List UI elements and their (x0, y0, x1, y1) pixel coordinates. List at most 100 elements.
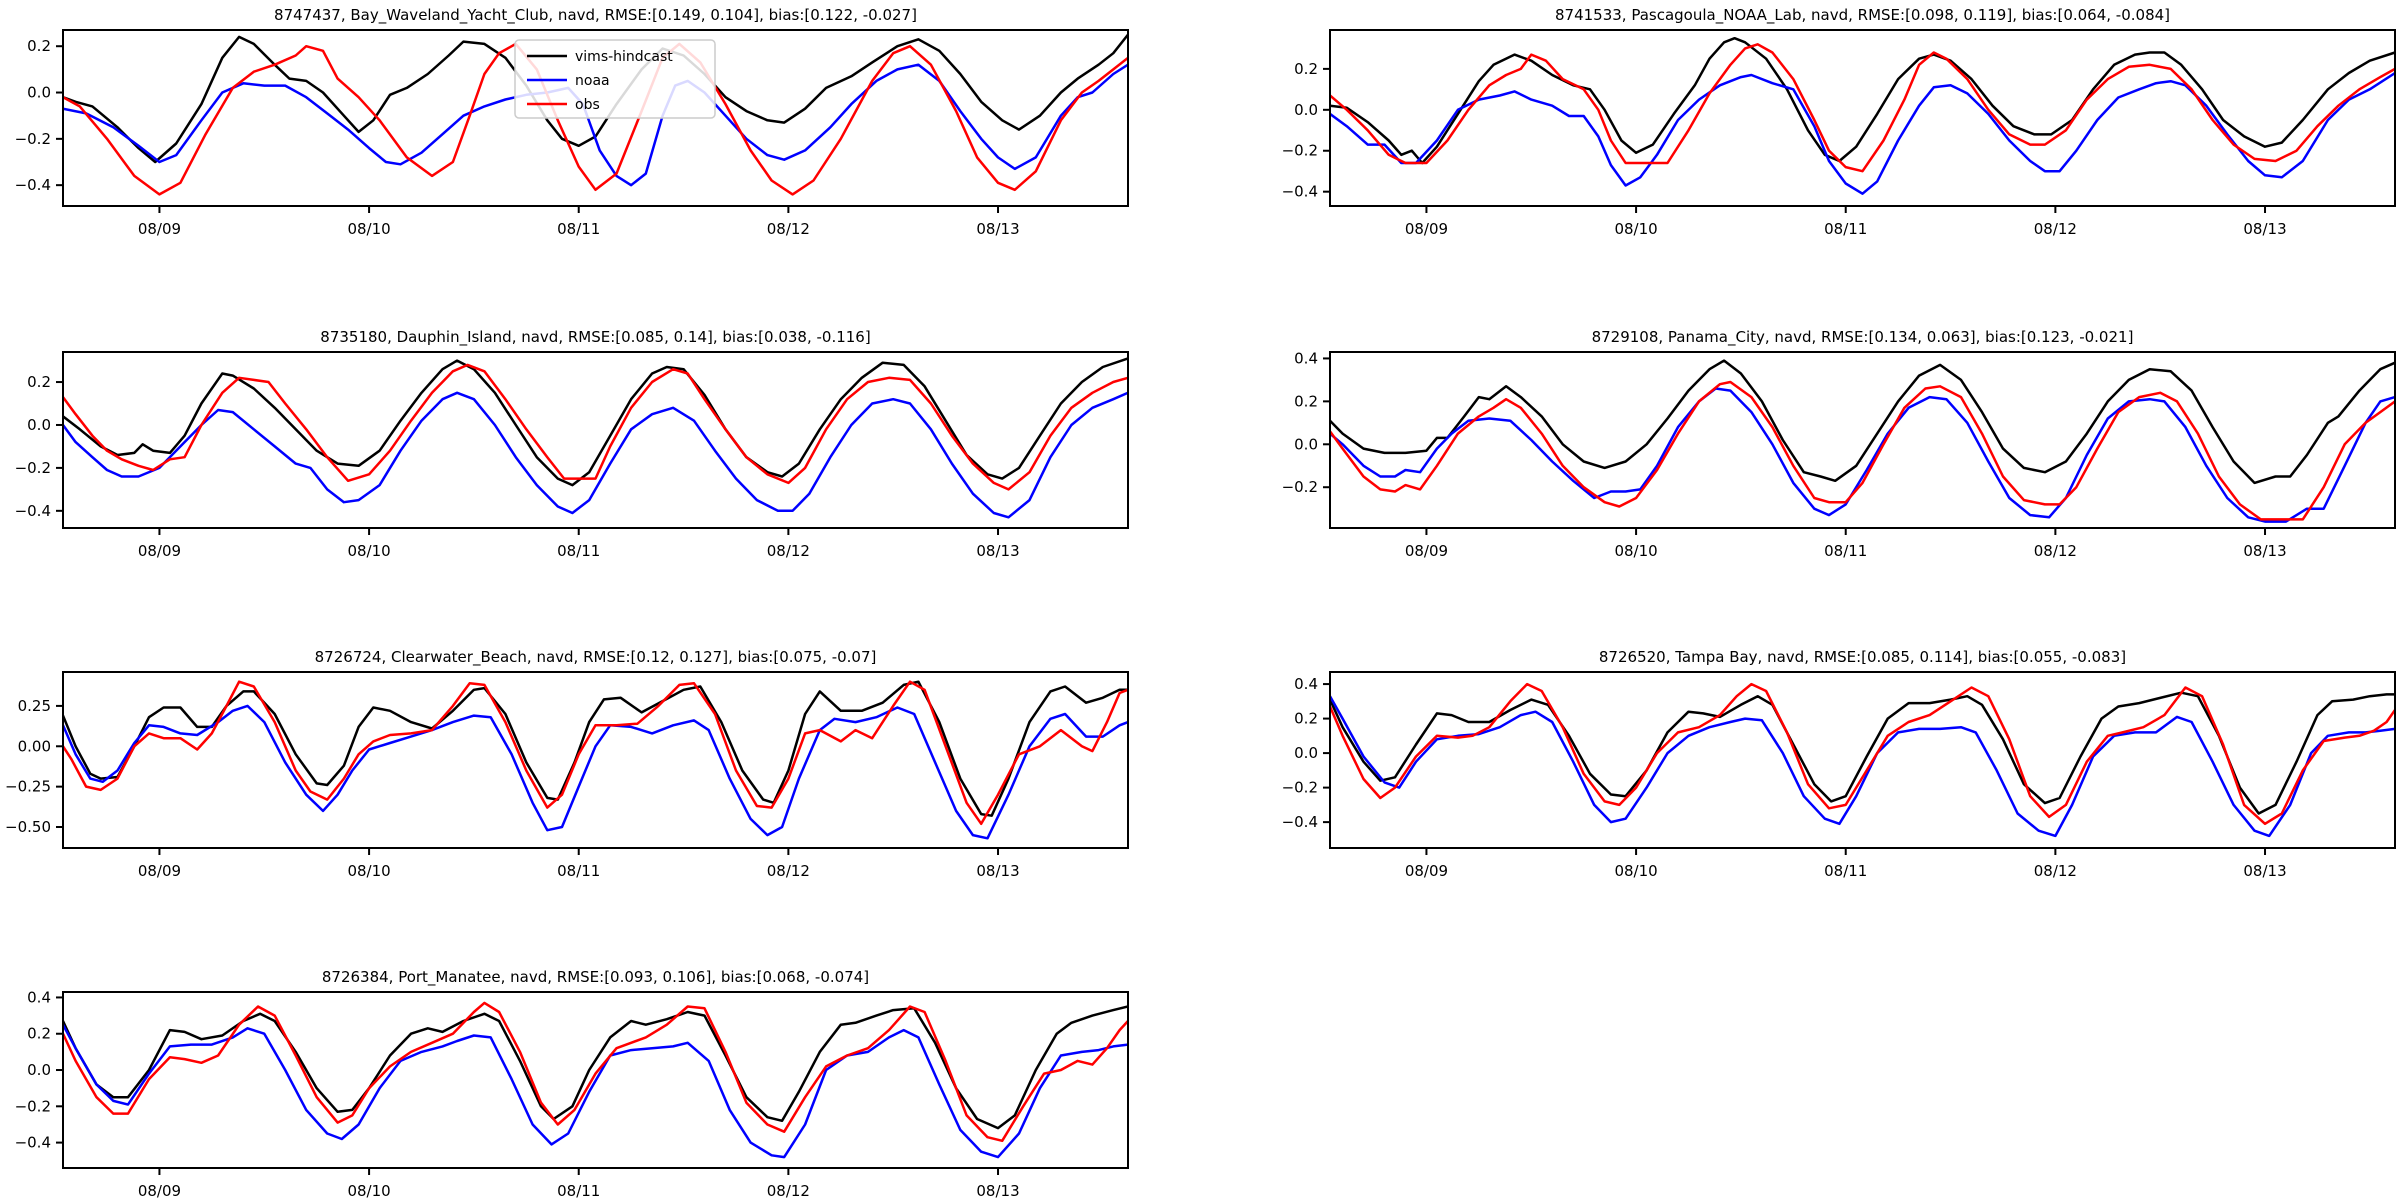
y-tick-label: 0.2 (1294, 60, 1318, 78)
x-tick-label: 08/13 (976, 542, 1019, 560)
y-tick-label: 0.4 (1294, 349, 1318, 367)
series-line-vims-hindcast (63, 357, 1128, 487)
series-line-obs (63, 363, 1128, 491)
y-tick-label: 0.0 (1294, 435, 1318, 453)
y-tick-label: 0.25 (18, 697, 51, 715)
x-tick-label: 08/12 (767, 1182, 810, 1200)
x-tick-label: 08/09 (138, 1182, 181, 1200)
series-line-noaa (63, 1023, 1128, 1159)
subplot-8735180: 8735180, Dauphin_Island, navd, RMSE:[0.0… (15, 328, 1129, 560)
x-tick-label: 08/12 (2034, 542, 2077, 560)
x-tick-label: 08/11 (1824, 542, 1867, 560)
y-tick-label: −0.4 (15, 1134, 51, 1152)
series-line-vims-hindcast (1330, 691, 2395, 815)
series-line-noaa (1330, 71, 2395, 195)
x-tick-label: 08/11 (1824, 220, 1867, 238)
x-tick-label: 08/10 (1614, 862, 1657, 880)
x-tick-label: 08/09 (138, 862, 181, 880)
x-tick-label: 08/12 (2034, 862, 2077, 880)
y-tick-label: 0.4 (1294, 675, 1318, 693)
series-line-noaa (63, 63, 1128, 187)
x-tick-label: 08/09 (1405, 862, 1448, 880)
y-tick-label: 0.0 (1294, 101, 1318, 119)
series-line-vims-hindcast (1330, 36, 2395, 165)
x-tick-label: 08/11 (557, 542, 600, 560)
y-tick-label: −0.50 (5, 818, 51, 836)
series-line-obs (1330, 682, 2395, 826)
x-tick-label: 08/09 (1405, 542, 1448, 560)
series-line-vims-hindcast (1330, 359, 2395, 485)
y-tick-label: −0.4 (1282, 813, 1318, 831)
axes-border (1329, 29, 2396, 207)
legend-item-label: noaa (575, 73, 610, 89)
x-tick-label: 08/09 (138, 220, 181, 238)
y-tick-label: −0.2 (1282, 779, 1318, 797)
y-tick-label: 0.0 (1294, 744, 1318, 762)
x-tick-label: 08/10 (347, 542, 390, 560)
series-line-obs (63, 42, 1128, 196)
axes-border (62, 671, 1129, 849)
x-tick-label: 08/09 (138, 542, 181, 560)
series-line-noaa (63, 391, 1128, 519)
legend: vims-hindcast noaa obs (514, 39, 716, 119)
plot-title: 8726724, Clearwater_Beach, navd, RMSE:[0… (315, 648, 877, 667)
x-tick-label: 08/11 (1824, 862, 1867, 880)
y-tick-label: −0.2 (1282, 142, 1318, 160)
y-tick-label: −0.4 (15, 176, 51, 194)
y-tick-label: −0.2 (15, 1097, 51, 1115)
plot-title: 8726384, Port_Manatee, navd, RMSE:[0.093… (322, 968, 869, 987)
x-tick-label: 08/11 (557, 220, 600, 238)
x-tick-label: 08/13 (976, 1182, 1019, 1200)
series-line-obs (1330, 380, 2395, 521)
y-tick-label: −0.25 (5, 778, 51, 796)
series-line-obs (63, 1001, 1128, 1143)
series-line-vims-hindcast (63, 33, 1128, 164)
y-tick-label: 0.00 (18, 737, 51, 755)
x-tick-label: 08/13 (2243, 862, 2286, 880)
plot-title: 8726520, Tampa Bay, navd, RMSE:[0.085, 0… (1599, 648, 2126, 666)
subplot-8729108: 8729108, Panama_City, navd, RMSE:[0.134,… (1282, 328, 2396, 560)
x-tick-label: 08/13 (976, 220, 1019, 238)
x-tick-label: 08/13 (976, 862, 1019, 880)
x-tick-label: 08/09 (1405, 220, 1448, 238)
x-tick-label: 08/10 (347, 862, 390, 880)
series-line-obs (1330, 43, 2395, 173)
series-line-vims-hindcast (63, 1005, 1128, 1130)
y-tick-label: 0.0 (27, 416, 51, 434)
series-line-noaa (1330, 387, 2395, 523)
y-tick-label: −0.4 (1282, 183, 1318, 201)
subplot-8726520: 8726520, Tampa Bay, navd, RMSE:[0.085, 0… (1282, 648, 2396, 880)
legend-item-label: vims-hindcast (575, 49, 673, 65)
plot-title: 8741533, Pascagoula_NOAA_Lab, navd, RMSE… (1555, 6, 2170, 25)
series-line-noaa (1330, 694, 2395, 838)
y-tick-label: 0.0 (27, 1061, 51, 1079)
y-tick-label: 0.2 (27, 37, 51, 55)
y-tick-label: −0.4 (15, 502, 51, 520)
y-tick-label: −0.2 (1282, 478, 1318, 496)
subplot-8747437: 8747437, Bay_Waveland_Yacht_Club, navd, … (15, 6, 1129, 238)
legend-box (514, 39, 716, 119)
series-line-obs (63, 680, 1128, 826)
x-tick-label: 08/11 (557, 862, 600, 880)
axes-border (62, 991, 1129, 1169)
x-tick-label: 08/10 (347, 1182, 390, 1200)
plot-title: 8735180, Dauphin_Island, navd, RMSE:[0.0… (320, 328, 870, 347)
subplot-8741533: 8741533, Pascagoula_NOAA_Lab, navd, RMSE… (1282, 6, 2396, 238)
x-tick-label: 08/10 (1614, 542, 1657, 560)
subplot-8726384: 8726384, Port_Manatee, navd, RMSE:[0.093… (15, 968, 1129, 1200)
y-tick-label: −0.2 (15, 459, 51, 477)
y-tick-label: 0.2 (1294, 710, 1318, 728)
y-tick-label: 0.0 (27, 84, 51, 102)
y-tick-label: 0.2 (27, 373, 51, 391)
subplot-8726724: 8726724, Clearwater_Beach, navd, RMSE:[0… (5, 648, 1129, 880)
axes-border (1329, 351, 2396, 529)
x-tick-label: 08/12 (767, 862, 810, 880)
plot-title: 8747437, Bay_Waveland_Yacht_Club, navd, … (274, 6, 917, 25)
axes-border (1329, 671, 2396, 849)
axes-border (62, 29, 1129, 207)
y-tick-label: −0.2 (15, 130, 51, 148)
x-tick-label: 08/12 (767, 542, 810, 560)
y-tick-label: 0.4 (27, 988, 51, 1006)
legend-item-label: obs (575, 97, 600, 113)
x-tick-label: 08/12 (767, 220, 810, 238)
